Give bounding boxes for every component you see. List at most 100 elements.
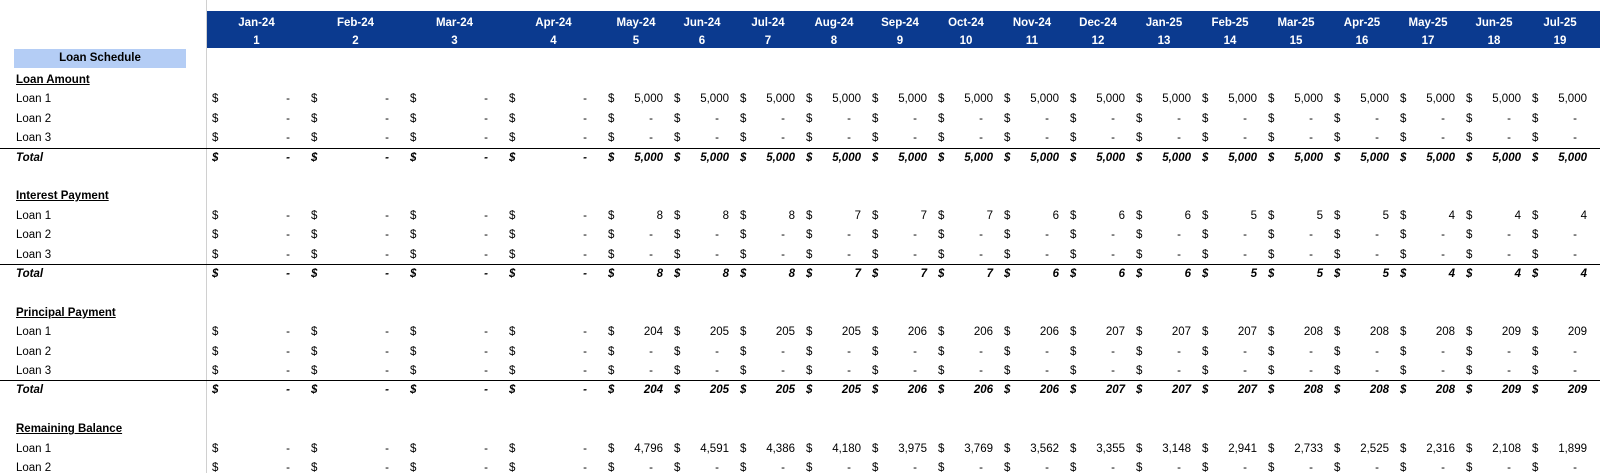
cell-value: 206 <box>973 326 993 339</box>
currency-sign: $ <box>1202 345 1209 358</box>
currency-sign: $ <box>938 132 945 145</box>
cell-value: - <box>1507 345 1511 358</box>
currency-sign: $ <box>1532 248 1539 261</box>
cell-value: 3,355 <box>1096 442 1125 455</box>
cell-value: - <box>1309 365 1313 377</box>
currency-sign: $ <box>938 462 945 473</box>
cell-value: - <box>385 209 389 222</box>
currency-sign: $ <box>311 93 318 106</box>
cell-value: 209 <box>1501 326 1521 339</box>
cell-value: - <box>649 112 653 125</box>
cell-value: - <box>979 345 983 358</box>
cell-value: - <box>385 462 389 473</box>
currency-sign: $ <box>212 132 219 145</box>
currency-sign: $ <box>1136 93 1143 106</box>
cell-value: - <box>583 229 587 242</box>
cell-value: - <box>286 248 290 261</box>
cell-value: - <box>286 384 290 397</box>
cell-value: - <box>385 93 389 106</box>
period-header: 2 <box>352 35 359 47</box>
cell-value: - <box>583 345 587 358</box>
currency-sign: $ <box>806 365 813 377</box>
currency-sign: $ <box>410 462 417 473</box>
cell-value: - <box>1507 462 1511 473</box>
currency-sign: $ <box>1334 132 1341 145</box>
cell-value: - <box>913 112 917 125</box>
currency-sign: $ <box>674 248 681 261</box>
currency-sign: $ <box>1004 229 1011 242</box>
currency-sign: $ <box>410 248 417 261</box>
cell-value: 7 <box>986 268 993 280</box>
period-header: 17 <box>1421 35 1435 47</box>
cell-value: 2,941 <box>1228 442 1257 455</box>
currency-sign: $ <box>806 151 813 164</box>
cell-value: 205 <box>709 326 729 339</box>
cell-value: - <box>286 462 290 473</box>
total-rule <box>0 380 1600 382</box>
currency-sign: $ <box>674 151 681 164</box>
currency-sign: $ <box>1202 326 1209 339</box>
currency-sign: $ <box>1202 248 1209 261</box>
currency-sign: $ <box>1334 112 1341 125</box>
month-header: Apr-25 <box>1343 17 1381 29</box>
currency-sign: $ <box>806 112 813 125</box>
loan-row-label: Loan 2 <box>16 112 52 125</box>
cell-value: - <box>1309 345 1313 358</box>
currency-sign: $ <box>674 268 681 280</box>
currency-sign: $ <box>212 345 219 358</box>
currency-sign: $ <box>311 462 318 473</box>
cell-value: - <box>583 248 587 261</box>
currency-sign: $ <box>806 268 813 280</box>
currency-sign: $ <box>938 268 945 280</box>
loan-row-label: Loan 2 <box>16 229 52 242</box>
currency-sign: $ <box>311 209 318 222</box>
cell-value: - <box>484 248 488 261</box>
cell-value: 209 <box>1501 384 1521 397</box>
currency-sign: $ <box>212 151 219 164</box>
month-header: Jan-25 <box>1145 17 1183 29</box>
currency-sign: $ <box>674 132 681 145</box>
cell-value: 205 <box>709 384 729 397</box>
cell-value: - <box>847 132 851 145</box>
cell-value: 206 <box>907 384 927 397</box>
currency-sign: $ <box>1004 151 1011 164</box>
cell-value: - <box>1309 462 1313 473</box>
cell-value: - <box>583 112 587 125</box>
currency-sign: $ <box>608 132 615 145</box>
currency-sign: $ <box>674 384 681 397</box>
total-rule <box>0 264 1600 265</box>
cell-value: - <box>1441 132 1445 145</box>
currency-sign: $ <box>608 442 615 455</box>
currency-sign: $ <box>311 268 318 280</box>
cell-value: 5,000 <box>1096 93 1125 106</box>
cell-value: 5,000 <box>1558 93 1587 106</box>
cell-value: - <box>484 462 488 473</box>
cell-value: - <box>715 365 719 377</box>
cell-value: - <box>1375 229 1379 242</box>
period-header: 11 <box>1025 35 1039 47</box>
currency-sign: $ <box>872 326 879 339</box>
cell-value: 8 <box>722 209 729 222</box>
currency-sign: $ <box>740 384 747 397</box>
currency-sign: $ <box>1268 345 1275 358</box>
currency-sign: $ <box>1400 345 1407 358</box>
currency-sign: $ <box>1466 365 1473 377</box>
period-header: 14 <box>1223 35 1237 47</box>
cell-value: - <box>1441 229 1445 242</box>
currency-sign: $ <box>1334 345 1341 358</box>
cell-value: - <box>1309 229 1313 242</box>
cell-value: - <box>913 365 917 377</box>
currency-sign: $ <box>1070 345 1077 358</box>
currency-sign: $ <box>1400 268 1407 280</box>
cell-value: - <box>979 112 983 125</box>
period-header: 10 <box>959 35 973 47</box>
cell-value: - <box>583 462 587 473</box>
currency-sign: $ <box>311 365 318 377</box>
cell-value: 208 <box>1435 326 1455 339</box>
loan-row-label: Loan 1 <box>16 209 52 222</box>
month-header: May-25 <box>1408 17 1448 29</box>
cell-value: - <box>847 365 851 377</box>
currency-sign: $ <box>1334 442 1341 455</box>
currency-sign: $ <box>872 229 879 242</box>
cell-value: 2,733 <box>1294 442 1323 455</box>
